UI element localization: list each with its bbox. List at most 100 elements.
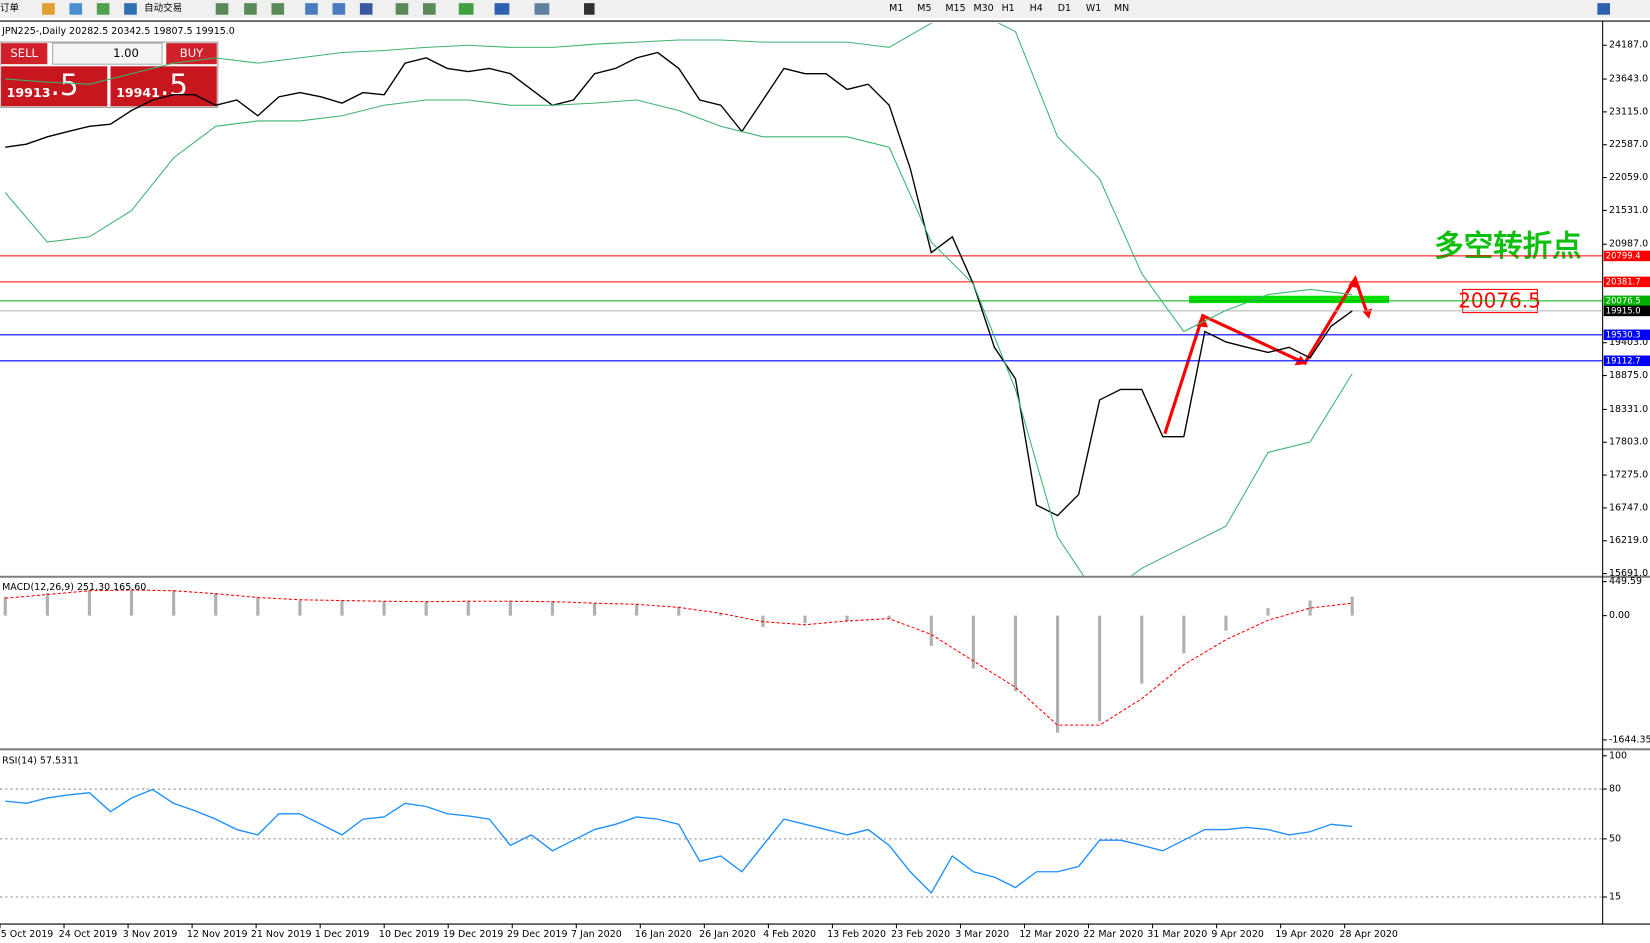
plot-area: [3, 589, 1354, 733]
toolbar-icons: [42, 3, 1611, 15]
y-tick-label: 15: [1609, 892, 1621, 903]
buy-price-box[interactable]: [110, 66, 217, 107]
time-label: 21 Nov 2019: [251, 929, 312, 940]
search-icon[interactable]: [1597, 3, 1611, 15]
icon[interactable]: [534, 3, 550, 15]
icon[interactable]: [244, 3, 257, 15]
time-label: 24 Oct 2019: [59, 929, 118, 940]
period-button[interactable]: M5: [917, 3, 931, 14]
period-button[interactable]: H4: [1030, 3, 1043, 14]
y-tick-label: 18331.0: [1609, 404, 1648, 415]
y-tick-label: 23115.0: [1609, 106, 1648, 117]
icon[interactable]: [332, 3, 346, 15]
y-tick-label: 20987.0: [1609, 239, 1648, 250]
y-tick-label: 15691.0: [1609, 568, 1648, 579]
level-label: 19530.3: [1606, 329, 1641, 339]
annotation-title: 多空转折点: [1434, 229, 1581, 263]
icon[interactable]: [395, 3, 409, 15]
period-button[interactable]: M1: [889, 3, 903, 14]
series-line: [5, 23, 1353, 333]
icon[interactable]: [271, 3, 285, 15]
panel-title: RSI(14) 57.5311: [2, 755, 79, 766]
period-button[interactable]: M15: [945, 3, 965, 14]
y-tick-label: 21531.0: [1609, 205, 1648, 216]
toolbar-item[interactable]: 订单: [0, 2, 19, 14]
buy-price-frac[interactable]: .5: [160, 68, 188, 102]
lot-input[interactable]: [52, 42, 163, 65]
panel-title: MACD(12,26,9) 251.30 165.60: [2, 582, 146, 593]
sell-button[interactable]: [1, 43, 48, 65]
period-button[interactable]: MN: [1114, 3, 1129, 14]
panel-title: JPN225-,Daily 20282.5 20342.5 19807.5 19…: [1, 26, 235, 37]
level-tag: [1603, 329, 1650, 341]
buy-price[interactable]: 19941: [116, 85, 160, 100]
level-label: 19915.0: [1606, 305, 1641, 315]
icon[interactable]: [215, 3, 229, 15]
toolbar-item[interactable]: 自动交易: [144, 2, 182, 14]
level-tag: [1603, 276, 1650, 288]
sell-price-box[interactable]: [1, 66, 108, 107]
period-button[interactable]: M30: [973, 3, 993, 14]
signal-line: [5, 589, 1353, 726]
sell-price-frac[interactable]: .5: [51, 68, 79, 102]
y-tick-label: 22587.0: [1609, 139, 1648, 150]
time-label: 9 Apr 2020: [1211, 929, 1264, 940]
buy-label[interactable]: BUY: [180, 46, 204, 60]
time-label: 29 Dec 2019: [507, 929, 567, 940]
time-label: 19 Dec 2019: [443, 929, 503, 940]
level-label: 20381.7: [1606, 276, 1641, 286]
y-tick-label: 80: [1609, 784, 1621, 795]
y-tick-label: 18875.0: [1609, 370, 1648, 381]
level-tag: [1603, 295, 1650, 307]
icon[interactable]: [423, 3, 436, 15]
time-label: 4 Feb 2020: [763, 929, 816, 940]
time-label: 28 Apr 2020: [1339, 929, 1398, 940]
time-label: 1 Dec 2019: [315, 929, 369, 940]
sell-label[interactable]: SELL: [10, 46, 38, 60]
icon[interactable]: [458, 3, 474, 15]
level-label: 20799.4: [1606, 250, 1641, 260]
series-line: [5, 788, 1353, 895]
sell-price[interactable]: 19913: [7, 85, 51, 100]
series-line: [4, 99, 1353, 576]
plot-area: [0, 23, 1603, 576]
time-label: 7 Jan 2020: [571, 929, 622, 940]
y-tick-label: 0.00: [1609, 610, 1630, 621]
icon[interactable]: [494, 3, 510, 15]
icon[interactable]: [69, 3, 83, 15]
period-button[interactable]: D1: [1058, 3, 1071, 14]
time-label: 23 Feb 2020: [891, 929, 950, 940]
time-label: 19 Apr 2020: [1275, 929, 1334, 940]
icon[interactable]: [96, 3, 110, 15]
time-label: 16 Jan 2020: [635, 929, 692, 940]
y-tick-label: 100: [1609, 750, 1627, 761]
time-label: 12 Nov 2019: [187, 929, 248, 940]
plot-area: [0, 788, 1603, 898]
time-label: 13 Feb 2020: [827, 929, 886, 940]
icon[interactable]: [42, 3, 55, 15]
icon[interactable]: [305, 3, 318, 15]
series-line: [5, 51, 1353, 517]
period-button[interactable]: W1: [1086, 3, 1101, 14]
y-tick-label: 17275.0: [1609, 470, 1648, 481]
time-label: 12 Mar 2020: [1019, 929, 1079, 940]
y-tick-label: 23643.0: [1609, 74, 1648, 85]
y-tick-label: -1644.35: [1609, 734, 1650, 745]
level-tag: [1603, 355, 1650, 367]
y-tick-label: 16219.0: [1609, 535, 1648, 546]
icon[interactable]: [584, 3, 595, 15]
time-label: 31 Mar 2020: [1147, 929, 1207, 940]
y-tick-label: 16747.0: [1609, 502, 1648, 513]
icon[interactable]: [359, 3, 373, 15]
trade-panel: [0, 41, 219, 108]
lot-value[interactable]: 1.00: [113, 46, 139, 60]
time-label: 3 Mar 2020: [955, 929, 1009, 940]
y-tick-label: 50: [1609, 833, 1621, 844]
y-tick-label: 24187.0: [1609, 40, 1648, 51]
period-button[interactable]: H1: [1002, 3, 1015, 14]
icon[interactable]: [124, 3, 137, 15]
y-tick-label: 449.59: [1609, 576, 1642, 587]
time-label: 22 Mar 2020: [1083, 929, 1143, 940]
y-tick-label: 19403.0: [1609, 337, 1648, 348]
